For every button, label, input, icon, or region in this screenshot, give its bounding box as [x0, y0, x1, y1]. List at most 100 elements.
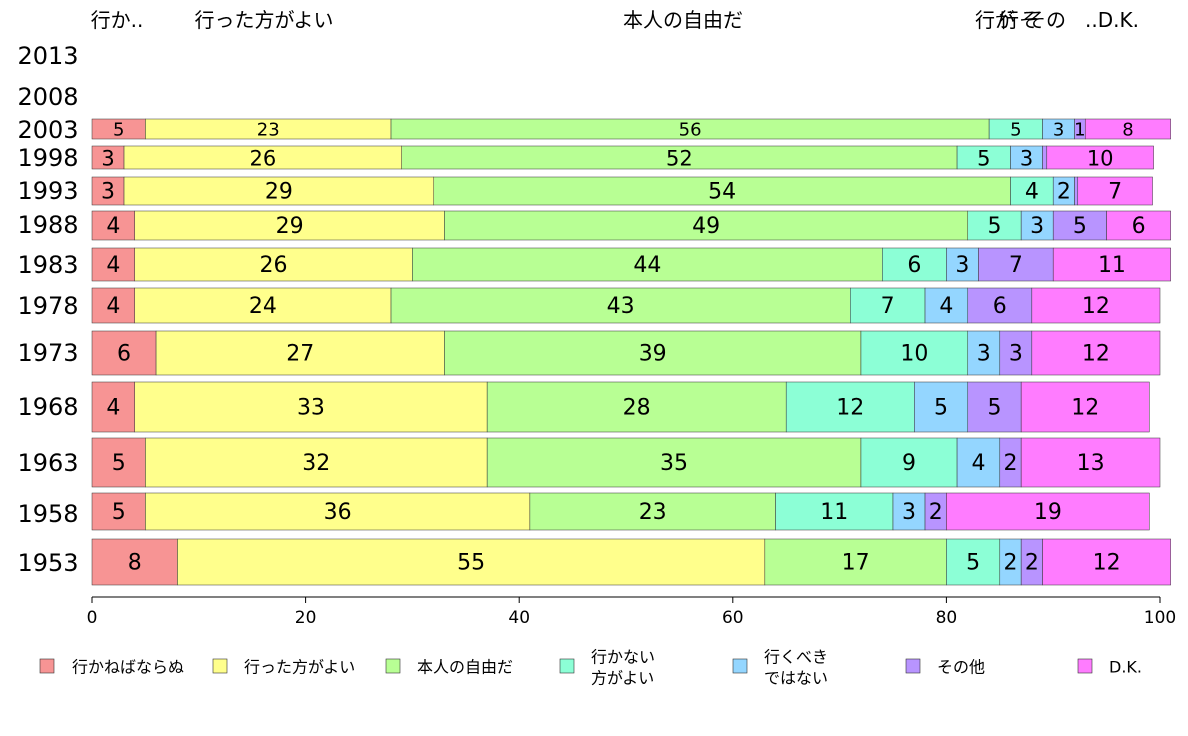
bar-segment — [956, 437, 1001, 488]
bar-segment — [444, 210, 969, 241]
column-header: 行った方がよい — [195, 8, 334, 32]
bar-segment — [1020, 210, 1054, 241]
data-label: 6 — [117, 342, 131, 367]
bar-segment — [91, 210, 135, 241]
data-label: 5 — [934, 396, 948, 421]
x-tick-label: 40 — [508, 608, 530, 628]
legend-swatch — [212, 658, 228, 674]
data-label: 5 — [113, 120, 124, 141]
data-label: 56 — [679, 120, 702, 141]
bar-segment — [444, 330, 862, 376]
bar-segment — [145, 437, 488, 488]
bar-segment — [860, 437, 958, 488]
data-label: 44 — [633, 253, 661, 278]
bar-segment — [1031, 287, 1161, 324]
bar-segment — [1074, 176, 1079, 206]
legend-label: 行った方がよい — [244, 658, 355, 677]
data-label: 33 — [297, 396, 325, 421]
data-label: 2 — [1003, 451, 1017, 476]
bar-segment — [91, 381, 135, 433]
data-label: 7 — [881, 294, 895, 319]
data-label: 35 — [660, 451, 688, 476]
x-tick-label: 20 — [295, 608, 317, 628]
data-label: 3 — [955, 253, 969, 278]
data-label: 27 — [286, 342, 314, 367]
data-label: 12 — [1082, 342, 1110, 367]
year-label: 1968 — [17, 393, 78, 421]
bar-segment — [145, 492, 531, 531]
column-header: 行が — [975, 8, 1015, 32]
year-label: 1973 — [17, 339, 78, 367]
bar-segment — [91, 330, 157, 376]
bar-segment — [775, 492, 894, 531]
data-label: 12 — [1082, 294, 1110, 319]
data-label: 4 — [106, 253, 120, 278]
data-label: 4 — [106, 294, 120, 319]
data-label: 4 — [106, 396, 120, 421]
bar-segment — [882, 247, 947, 282]
data-label: 3 — [1009, 342, 1023, 367]
data-label: 26 — [250, 147, 277, 171]
bar-segment — [1031, 330, 1161, 376]
legend-label: 行かねばならぬ — [72, 658, 184, 677]
year-label: 1978 — [17, 292, 78, 320]
bar-segment — [785, 381, 915, 433]
data-label: 43 — [607, 294, 635, 319]
data-label: 5 — [112, 500, 126, 525]
data-label: 6 — [1132, 214, 1146, 239]
data-label: 2 — [1025, 551, 1039, 576]
legend-label: 行かない — [591, 648, 655, 667]
data-label: 5 — [112, 451, 126, 476]
data-label: 23 — [257, 120, 280, 141]
data-label: 8 — [128, 551, 142, 576]
bar-segment — [134, 247, 413, 282]
legend-label: 行くべき — [764, 648, 828, 667]
bar-segment — [1077, 176, 1153, 206]
data-label: 3 — [1020, 147, 1033, 171]
column-header: ..D.K. — [1085, 8, 1139, 32]
year-label: 1958 — [17, 500, 78, 528]
data-label: 1 — [1074, 120, 1085, 141]
data-label: 12 — [1071, 396, 1099, 421]
year-label: 1983 — [17, 251, 78, 279]
data-label: 5 — [977, 147, 990, 171]
data-label: 5 — [987, 214, 1001, 239]
legend-swatch — [39, 658, 55, 674]
data-label: 3 — [902, 500, 916, 525]
legend-swatch — [1077, 658, 1093, 674]
bar-segment — [1042, 145, 1048, 170]
bar-segment — [1042, 538, 1171, 586]
bar-segment — [134, 210, 445, 241]
bar-segment — [946, 538, 1001, 586]
bar-segment — [91, 247, 135, 282]
legend-label: その他 — [937, 658, 985, 677]
bar-segment — [914, 381, 969, 433]
data-label: 55 — [457, 551, 485, 576]
data-label: 32 — [302, 451, 330, 476]
column-header: 行そ — [999, 8, 1039, 32]
legend-swatch — [385, 658, 401, 674]
data-label: 5 — [987, 396, 1001, 421]
data-label: 29 — [276, 214, 304, 239]
data-label: 5 — [966, 551, 980, 576]
data-label: 28 — [623, 396, 651, 421]
data-label: 17 — [842, 551, 870, 576]
data-label: 4 — [939, 294, 953, 319]
bar-segment — [860, 330, 969, 376]
data-label: 24 — [249, 294, 277, 319]
year-label: 1963 — [17, 449, 78, 477]
data-label: 11 — [1098, 253, 1126, 278]
bar-segment — [967, 210, 1022, 241]
x-tick-label: 100 — [1144, 608, 1176, 628]
x-tick-label: 60 — [722, 608, 744, 628]
bar-segment — [1020, 381, 1150, 433]
legend-swatch — [732, 658, 748, 674]
data-label: 23 — [639, 500, 667, 525]
data-label: 6 — [993, 294, 1007, 319]
data-label: 4 — [1025, 180, 1039, 205]
legend-label: ではない — [764, 669, 828, 688]
bar-segment — [978, 247, 1054, 282]
data-label: 12 — [1093, 551, 1121, 576]
data-label: 7 — [1108, 180, 1122, 205]
